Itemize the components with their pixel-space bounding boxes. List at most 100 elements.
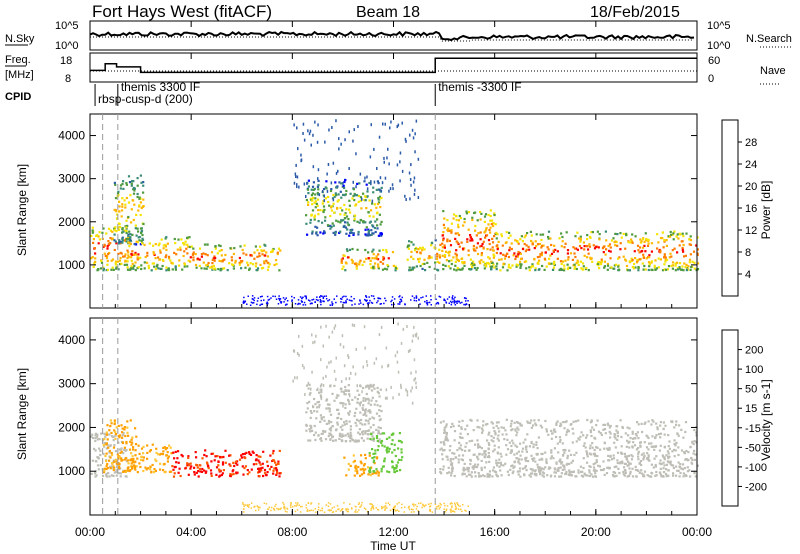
- power-layer-cell: [415, 246, 418, 250]
- power-layer-cell: [650, 260, 654, 263]
- power-layer-ground-cell: [272, 295, 274, 297]
- vel-layer-ground-cell: [452, 510, 455, 512]
- power-layer-cell: [121, 239, 125, 242]
- vel-layer-cell: [630, 454, 633, 457]
- vel-layer-cell: [272, 472, 275, 475]
- vel-layer-cell: [99, 449, 102, 452]
- vel-layer-cell: [659, 424, 662, 427]
- vel-layer-cell: [262, 450, 265, 453]
- vel-layer-cell: [131, 465, 134, 468]
- vel-layer-cell: [348, 420, 351, 423]
- vel-layer-cell: [372, 452, 375, 455]
- power-layer-ground-cell: [260, 299, 262, 302]
- vel-layer-cell: [480, 468, 483, 472]
- vel-layer-cell: [235, 472, 238, 475]
- vel-layer-cell: [603, 428, 607, 431]
- power-layer-cell: [676, 251, 679, 254]
- power-layer-cell: [265, 251, 268, 254]
- power-layer-cell: [392, 264, 395, 267]
- vel-layer-sparse-cell: [298, 334, 300, 338]
- power-layer-cell: [125, 182, 128, 185]
- power-layer-cell: [130, 208, 133, 211]
- vel-layer-cell: [585, 474, 588, 477]
- vel-layer-cell: [308, 400, 311, 403]
- power-layer-cell: [423, 262, 426, 265]
- power-layer-cell: [519, 266, 522, 269]
- power-layer-ground-cell: [342, 301, 345, 304]
- power-layer-cell: [563, 267, 566, 270]
- vel-layer-cell: [103, 433, 106, 436]
- power-layer-ground-cell: [449, 300, 452, 303]
- vel-layer-cell: [115, 426, 118, 429]
- vel-layer-cell: [445, 425, 448, 428]
- power-layer-cell: [343, 254, 346, 257]
- power-layer-cell: [131, 199, 134, 202]
- power-layer-cell: [106, 268, 109, 271]
- vel-layer-cell: [452, 458, 455, 461]
- vel-layer-cell: [666, 450, 670, 453]
- power-layer-ground-cell: [311, 299, 313, 301]
- power-layer-cell: [641, 238, 645, 241]
- vel-layer-sparse-cell: [312, 404, 314, 408]
- vel-layer-cell: [655, 434, 658, 437]
- power-layer-cell: [678, 266, 681, 269]
- power-layer-cell: [154, 257, 157, 260]
- power-layer-cell: [693, 267, 696, 270]
- vel-layer-cell: [391, 466, 394, 469]
- power-layer-cell: [162, 244, 165, 247]
- power-layer-cell: [486, 248, 489, 251]
- vel-layer-cell: [319, 437, 323, 440]
- power-layer-cell: [406, 258, 409, 261]
- vel-layer-cell: [613, 471, 617, 474]
- power-layer-ground-cell: [453, 302, 456, 304]
- vel-layer-cell: [439, 448, 442, 451]
- vel-layer-cell: [121, 431, 124, 434]
- power-layer-cell: [315, 232, 318, 235]
- vel-layer-cell: [505, 418, 508, 421]
- vel-layer-ground-cell: [398, 510, 400, 512]
- power-layer-cell: [331, 222, 334, 225]
- power-layer-cell: [491, 265, 494, 268]
- vel-layer-cell: [337, 416, 340, 419]
- power-layer-cell: [423, 248, 426, 251]
- vel-layer-ground-cell: [430, 502, 432, 505]
- power-layer-cell: [339, 230, 342, 233]
- vel-layer-ground-cell: [370, 503, 372, 505]
- power-layer-cell: [137, 209, 140, 212]
- vel-layer-cell: [350, 437, 353, 440]
- vel-layer-cell: [655, 455, 658, 458]
- power-layer-cell: [378, 188, 381, 191]
- power-layer-cell: [566, 263, 569, 266]
- power-layer-cell: [188, 245, 192, 249]
- vel-layer-cell: [640, 469, 643, 472]
- power-layer-ground-cell: [253, 299, 255, 302]
- vel-layer-cell: [575, 451, 578, 454]
- power-layer-cell: [603, 266, 606, 269]
- power-layer-cell: [408, 269, 411, 272]
- power-layer-sparse-cell: [326, 189, 329, 193]
- vel-layer-cell: [368, 471, 371, 474]
- power-layer-cell: [337, 193, 340, 196]
- vel-layer-cell: [372, 439, 375, 442]
- power-layer-cell: [444, 254, 447, 257]
- power-layer-cell: [495, 265, 498, 268]
- vel-layer-cell: [643, 454, 646, 458]
- vel-layer-cell: [115, 462, 118, 465]
- vel-layer-cell: [124, 470, 128, 473]
- vel-layer-cell: [111, 466, 114, 469]
- power-layer-sparse-cell: [391, 183, 394, 187]
- power-layer-cell: [491, 224, 495, 228]
- power-layer-cell: [553, 260, 556, 263]
- vel-layer-cell: [506, 438, 509, 441]
- power-layer-cell: [206, 254, 209, 257]
- vel-layer-cell: [674, 449, 677, 452]
- vel-layer-cell: [510, 449, 513, 452]
- vel-layer-sparse-cell: [415, 381, 417, 385]
- power-layer-cell: [119, 187, 122, 190]
- vel-layer-ground-cell: [389, 509, 392, 512]
- power-layer-sparse-cell: [310, 143, 312, 147]
- power-layer-cell: [146, 254, 149, 257]
- power-layer-ground-cell: [393, 303, 395, 306]
- vel-layer-cell: [355, 407, 358, 410]
- vel-layer-cell: [232, 461, 235, 464]
